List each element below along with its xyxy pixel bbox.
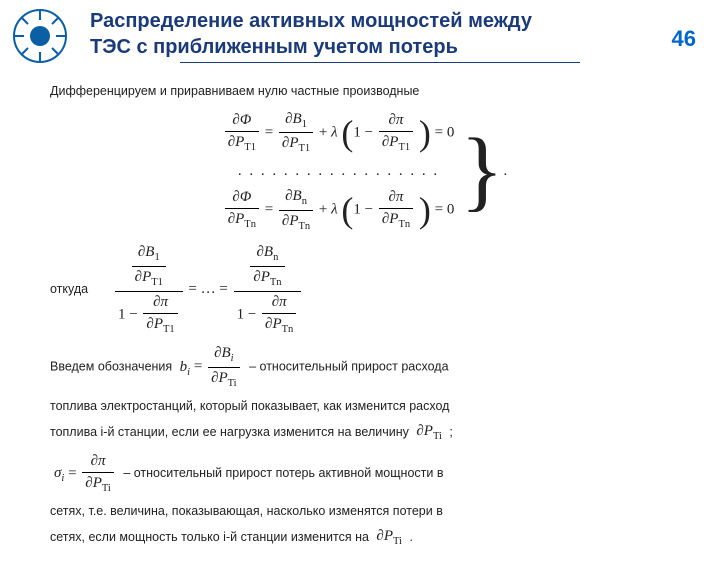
p3b: – относительный прирост расхода [249,360,448,374]
equation-block-1: ∂Φ∂PT1 = ∂B1∂PT1 + λ (1 − ∂π∂PT1 ) = 0 .… [50,109,680,235]
label-whence: откуда [50,282,88,296]
paragraph-7: сетях, т.е. величина, показывающая, наск… [50,503,680,521]
p6b: – относительный прирост потерь активной … [123,466,443,480]
eq-zero: = 0 [435,124,455,140]
paragraph-4: топлива электростанций, который показыва… [50,398,680,416]
p5a: топлива i-й станции, если ее нагрузка из… [50,425,409,439]
paragraph-5: топлива i-й станции, если ее нагрузка из… [50,421,680,445]
page-number: 46 [672,26,696,52]
p8a: сетях, если мощность только i-й станции … [50,530,369,544]
equation-block-2: откуда ∂B1∂PT1 1 − ∂π∂PT1 = … = ∂Bn∂PTn … [50,242,680,337]
p3a: Введем обозначения [50,360,172,374]
p8b: . [409,530,412,544]
p5b: ; [449,425,452,439]
paragraph-8: сетях, если мощность только i-й станции … [50,526,680,550]
paragraph-3: Введем обозначения bi = ∂Bi∂PTi – относи… [50,343,680,391]
paragraph-6: σi = ∂π∂PTi – относительный прирост поте… [50,451,680,497]
slide-title: Распределение активных мощностей между Т… [90,8,700,60]
eq-dots: . . . . . . . . . . . . . . . . . . [223,161,455,182]
title-line-2: ТЭС с приближенным учетом потерь [90,36,458,58]
slide-header: Распределение активных мощностей между Т… [0,0,720,67]
title-underline [180,62,580,63]
title-line-1: Распределение активных мощностей между [90,10,532,32]
slide-content: Дифференцируем и приравниваем нулю частн… [0,67,720,566]
paragraph-1: Дифференцируем и приравниваем нулю частн… [50,83,680,101]
